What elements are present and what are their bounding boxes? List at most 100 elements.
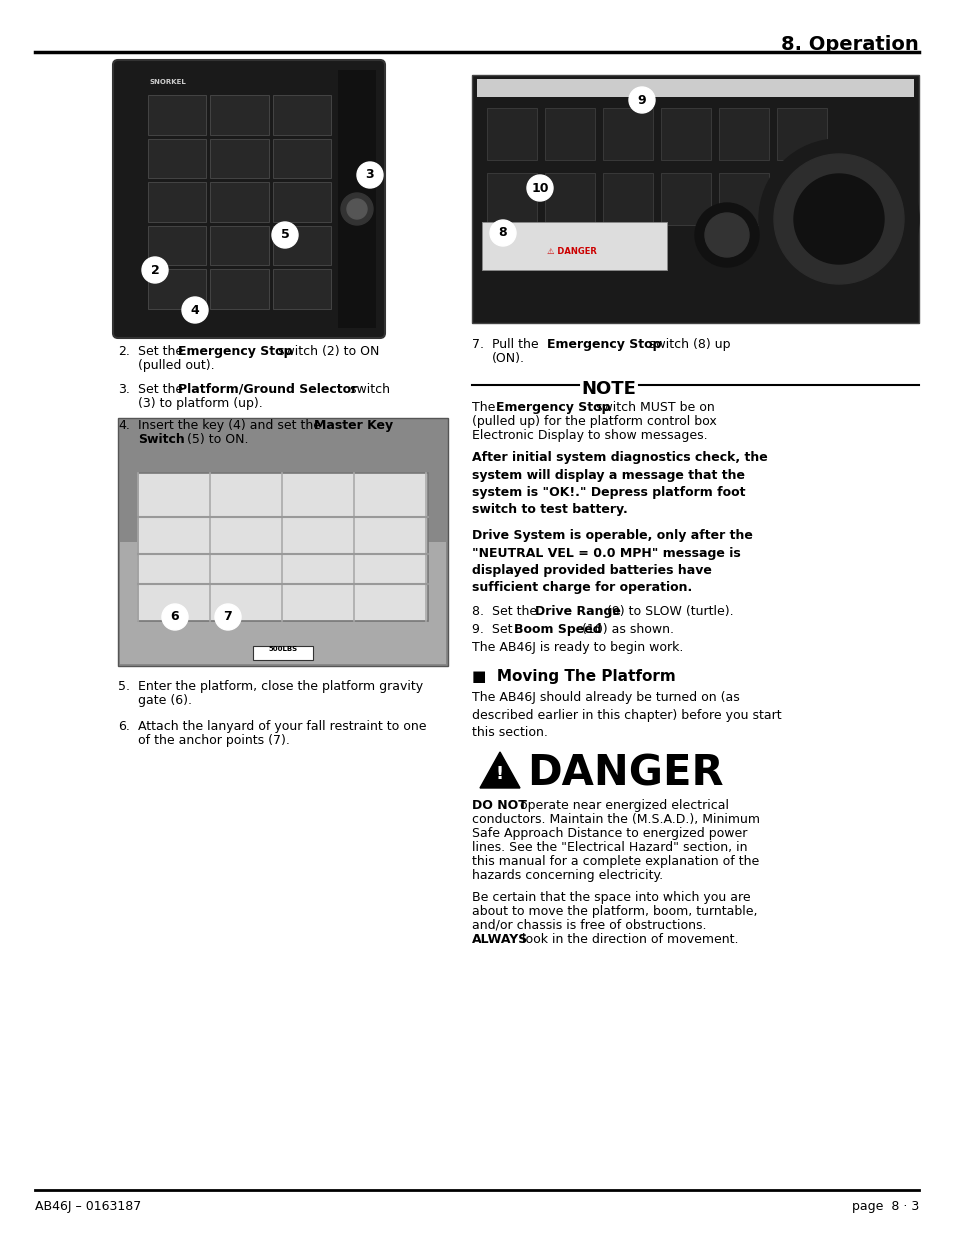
Bar (476, 79, 913, 98)
Text: conductors. Maintain the (M.S.A.D.), Minimum: conductors. Maintain the (M.S.A.D.), Min… (472, 813, 760, 826)
Bar (486, 107, 537, 161)
Text: Platform/Ground Selector: Platform/Ground Selector (178, 383, 356, 396)
Bar (273, 183, 331, 222)
Text: (9) to SLOW (turtle).: (9) to SLOW (turtle). (602, 605, 733, 618)
Text: 2.: 2. (118, 345, 130, 358)
Text: Emergency Stop: Emergency Stop (178, 345, 293, 358)
Text: (10) as shown.: (10) as shown. (578, 622, 673, 636)
Text: Insert the key (4) and set the: Insert the key (4) and set the (138, 419, 325, 432)
Text: Set the: Set the (138, 383, 187, 396)
Text: The AB46J should already be turned on (as
described earlier in this chapter) bef: The AB46J should already be turned on (a… (472, 692, 781, 739)
Circle shape (526, 175, 553, 201)
Text: AB46J – 0163187: AB46J – 0163187 (35, 1200, 141, 1213)
Text: switch MUST be on: switch MUST be on (592, 401, 714, 414)
Text: 8.  Set the: 8. Set the (472, 605, 540, 618)
Text: The: The (472, 401, 498, 414)
Text: this manual for a complete explanation of the: this manual for a complete explanation o… (472, 855, 759, 868)
Circle shape (773, 154, 903, 284)
Text: gate (6).: gate (6). (138, 694, 192, 706)
Bar (210, 269, 269, 309)
Polygon shape (479, 752, 519, 788)
Text: look in the direction of movement.: look in the direction of movement. (517, 932, 738, 946)
Bar (210, 226, 269, 266)
Text: The AB46J is ready to begin work.: The AB46J is ready to begin work. (472, 641, 682, 655)
Text: SNORKEL: SNORKEL (150, 79, 187, 85)
Bar (602, 173, 652, 225)
Bar (660, 173, 710, 225)
Text: 8: 8 (498, 226, 507, 240)
Text: 7: 7 (223, 610, 233, 624)
Text: After initial system diagnostics check, the
system will display a message that t: After initial system diagnostics check, … (472, 451, 767, 516)
Bar (148, 95, 206, 135)
Text: Emergency Stop: Emergency Stop (496, 401, 610, 414)
Circle shape (628, 86, 655, 112)
Bar (253, 646, 313, 659)
Text: 8. Operation: 8. Operation (781, 35, 918, 54)
Text: 7.  Pull the: 7. Pull the (472, 338, 542, 351)
Text: switch: switch (346, 383, 390, 396)
Bar (472, 75, 918, 324)
Bar (481, 222, 666, 270)
Bar (273, 269, 331, 309)
Circle shape (142, 257, 168, 283)
Bar (337, 70, 375, 329)
Text: 4: 4 (191, 304, 199, 316)
Text: (5) to ON.: (5) to ON. (183, 433, 248, 446)
Text: DO NOT: DO NOT (472, 799, 526, 811)
Text: 5.: 5. (118, 680, 130, 693)
Bar (273, 226, 331, 266)
Circle shape (214, 604, 241, 630)
Text: switch (8) up: switch (8) up (644, 338, 730, 351)
Bar (719, 107, 768, 161)
Bar (210, 138, 269, 178)
Text: 9.  Set: 9. Set (472, 622, 516, 636)
Text: Enter the platform, close the platform gravity: Enter the platform, close the platform g… (138, 680, 423, 693)
Bar (138, 473, 428, 621)
Text: hazards concerning electricity.: hazards concerning electricity. (472, 869, 662, 882)
Bar (118, 417, 448, 666)
Text: of the anchor points (7).: of the anchor points (7). (138, 734, 290, 747)
Bar (544, 173, 595, 225)
Text: 4.: 4. (118, 419, 130, 432)
Bar (602, 107, 652, 161)
FancyBboxPatch shape (112, 61, 385, 338)
Text: (3) to platform (up).: (3) to platform (up). (138, 396, 262, 410)
Bar (210, 183, 269, 222)
Bar (776, 107, 826, 161)
Text: (ON).: (ON). (492, 352, 524, 366)
Text: 6: 6 (171, 610, 179, 624)
Bar (719, 173, 768, 225)
Text: page  8 · 3: page 8 · 3 (851, 1200, 918, 1213)
Text: DANGER: DANGER (526, 752, 723, 794)
Text: operate near energized electrical: operate near energized electrical (516, 799, 728, 811)
Text: Boom Speed: Boom Speed (514, 622, 601, 636)
Text: !: ! (496, 764, 503, 783)
Text: 2: 2 (151, 263, 159, 277)
Text: ALWAYS: ALWAYS (472, 932, 528, 946)
Text: 3.: 3. (118, 383, 130, 396)
Text: Drive System is operable, only after the
"NEUTRAL VEL = 0.0 MPH" message is
disp: Drive System is operable, only after the… (472, 529, 752, 594)
Text: ■  Moving The Platform: ■ Moving The Platform (472, 669, 675, 684)
Circle shape (272, 222, 297, 248)
Text: 6.: 6. (118, 720, 130, 734)
Text: Drive Range: Drive Range (535, 605, 620, 618)
Bar (210, 95, 269, 135)
Circle shape (490, 220, 516, 246)
Text: ⚠ DANGER: ⚠ DANGER (546, 247, 597, 256)
Circle shape (340, 193, 373, 225)
Text: Set the: Set the (138, 345, 187, 358)
Bar (148, 226, 206, 266)
Text: 500LBS: 500LBS (268, 646, 297, 652)
Circle shape (182, 296, 208, 324)
Circle shape (356, 162, 382, 188)
Bar (776, 173, 826, 225)
Text: 10: 10 (531, 182, 548, 194)
Text: and/or chassis is free of obstructions.: and/or chassis is free of obstructions. (472, 919, 706, 932)
Text: Electronic Display to show messages.: Electronic Display to show messages. (472, 429, 707, 442)
Text: Master Key: Master Key (314, 419, 393, 432)
Text: Switch: Switch (138, 433, 185, 446)
Bar (148, 183, 206, 222)
Circle shape (162, 604, 188, 630)
Text: switch (2) to ON: switch (2) to ON (274, 345, 379, 358)
Text: 9: 9 (637, 94, 645, 106)
